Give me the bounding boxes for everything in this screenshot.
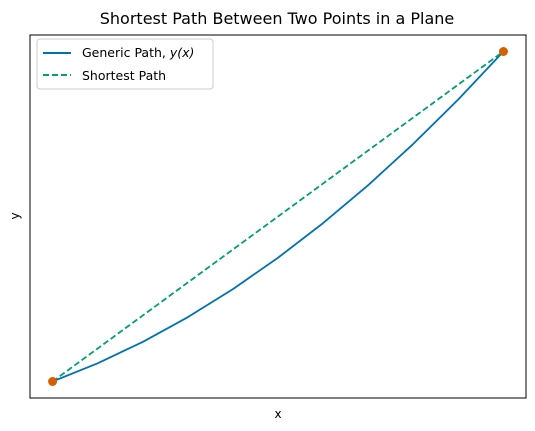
legend: Generic Path, y(x) Shortest Path	[36, 38, 214, 90]
plot-frame	[29, 34, 527, 399]
legend-label-generic-path: Generic Path, y(x)	[82, 45, 194, 60]
y-axis-label: y	[8, 212, 22, 219]
legend-label-math: y(x)	[169, 45, 195, 60]
end-point	[498, 47, 508, 56]
x-axis-label: x	[274, 407, 281, 421]
endpoint-markers	[48, 47, 508, 386]
chart-title: Shortest Path Between Two Points in a Pl…	[100, 9, 454, 28]
series-layer	[52, 50, 505, 383]
legend-label-shortest-path: Shortest Path	[82, 68, 166, 83]
start-point	[48, 377, 58, 386]
legend-label-prefix: Generic Path,	[82, 45, 170, 60]
legend-box	[36, 38, 214, 90]
series-shortest-path	[52, 50, 504, 383]
series-generic-path	[52, 50, 505, 383]
